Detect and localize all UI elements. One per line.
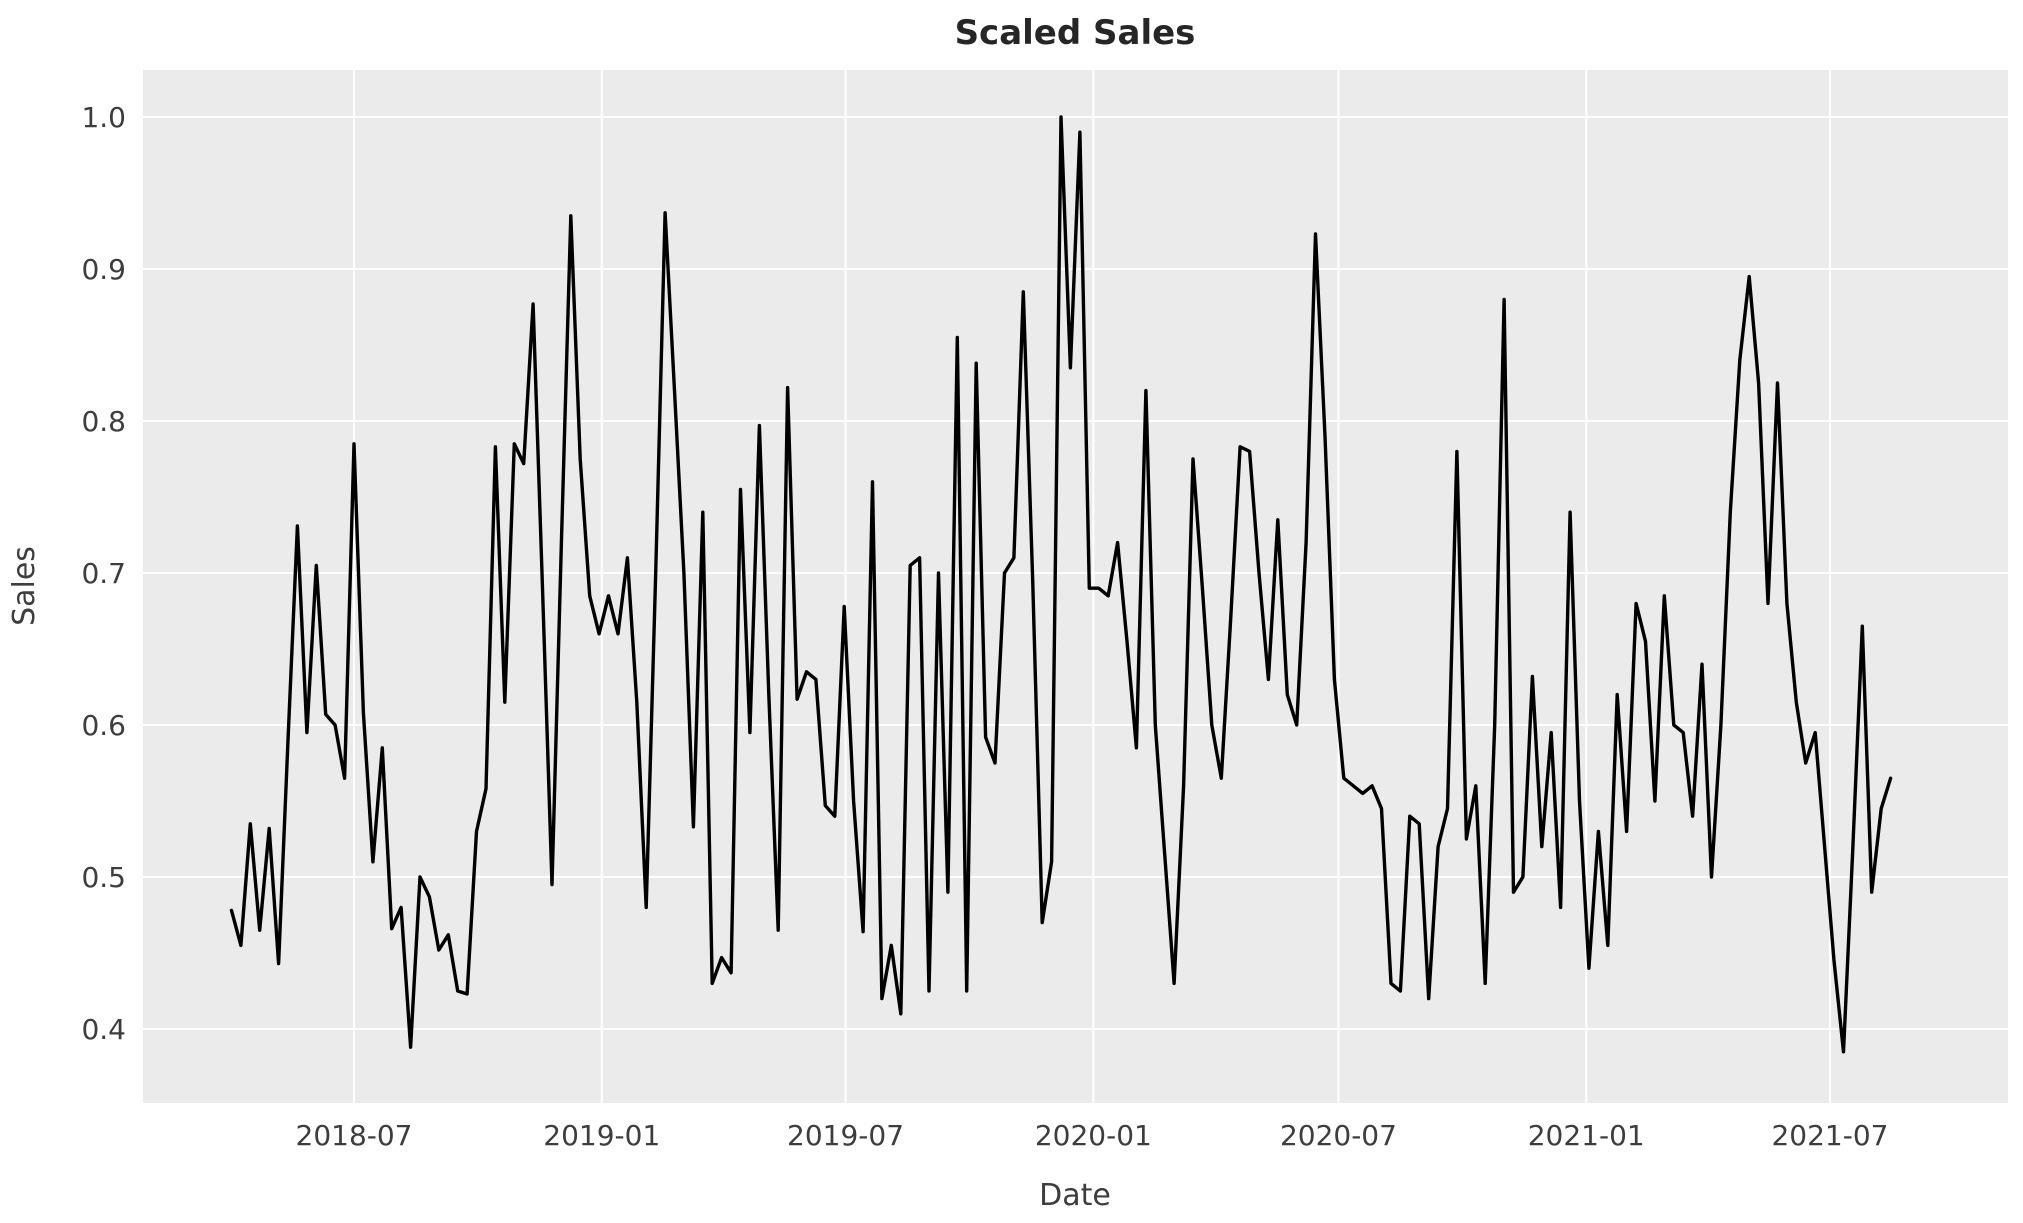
y-tick-label: 0.9 <box>81 253 126 286</box>
x-tick-label: 2019-01 <box>543 1119 660 1152</box>
y-tick-label: 0.8 <box>81 405 126 438</box>
data-line-layer <box>229 115 1893 1054</box>
y-axis-label: Sales <box>7 546 42 626</box>
sales-line <box>229 115 1893 1054</box>
x-tick-label: 2020-07 <box>1280 1119 1397 1152</box>
x-tick-label: 2020-01 <box>1035 1119 1152 1152</box>
y-tick-label: 1.0 <box>81 101 126 134</box>
x-tick-label: 2019-07 <box>787 1119 904 1152</box>
x-tick-label: 2021-07 <box>1771 1119 1888 1152</box>
x-axis-label: Date <box>1039 1178 1111 1213</box>
y-tick-label: 0.7 <box>81 557 126 590</box>
tick-labels: 0.4 0.5 0.6 0.7 0.8 0.9 1.0 2018-07 2019-01 2019-… <box>81 101 1888 1152</box>
y-tick-label: 0.5 <box>81 861 126 894</box>
chart-title: Scaled Sales <box>955 13 1196 53</box>
x-tick-label: 2021-01 <box>1528 1119 1645 1152</box>
y-tick-label: 0.4 <box>81 1013 126 1046</box>
x-tick-label: 2018-07 <box>296 1119 413 1152</box>
y-tick-label: 0.6 <box>81 709 126 742</box>
